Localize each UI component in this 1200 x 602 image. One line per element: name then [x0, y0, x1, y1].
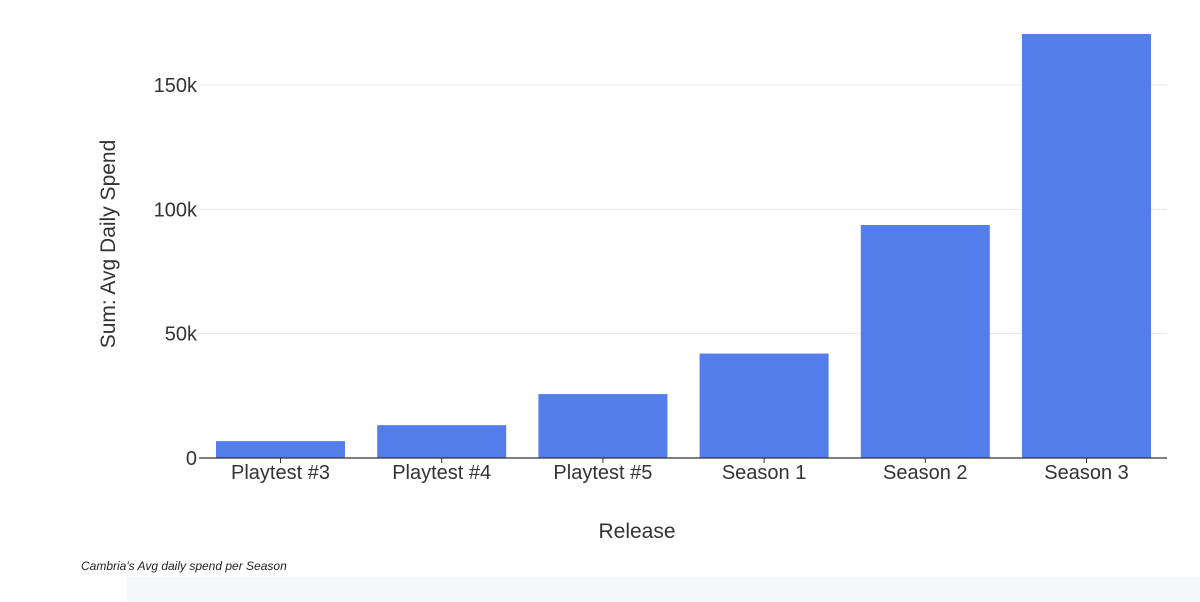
- bar: [699, 353, 829, 458]
- y-tick-label: 0: [186, 448, 197, 470]
- bottom-strip: [127, 577, 1200, 602]
- bars: [216, 34, 1151, 458]
- gridlines: [199, 84, 1167, 335]
- bar: [538, 394, 668, 458]
- x-tick-label: Season 3: [1044, 462, 1129, 484]
- x-axis-label: Release: [598, 520, 675, 543]
- x-tick-label: Playtest #4: [392, 462, 491, 484]
- x-tick-label: Playtest #3: [231, 462, 330, 484]
- y-axis-label: Sum: Avg Daily Spend: [97, 140, 120, 349]
- y-tick-labels: 0 50k 100k 150k: [154, 75, 198, 470]
- chart-caption: Cambria's Avg daily spend per Season: [81, 559, 287, 573]
- y-tick-label: 100k: [154, 199, 198, 221]
- y-tick-label: 150k: [154, 75, 198, 97]
- bar: [1022, 34, 1151, 458]
- x-tick-labels: Playtest #3 Playtest #4 Playtest #5 Season …: [231, 458, 1129, 484]
- bar: [860, 224, 990, 458]
- y-tick-label: 50k: [165, 324, 198, 346]
- x-tick-label: Playtest #5: [553, 462, 652, 484]
- bar: [377, 425, 507, 458]
- x-tick-label: Season 2: [883, 462, 968, 484]
- x-tick-label: Season 1: [722, 462, 807, 484]
- bar: [216, 441, 345, 458]
